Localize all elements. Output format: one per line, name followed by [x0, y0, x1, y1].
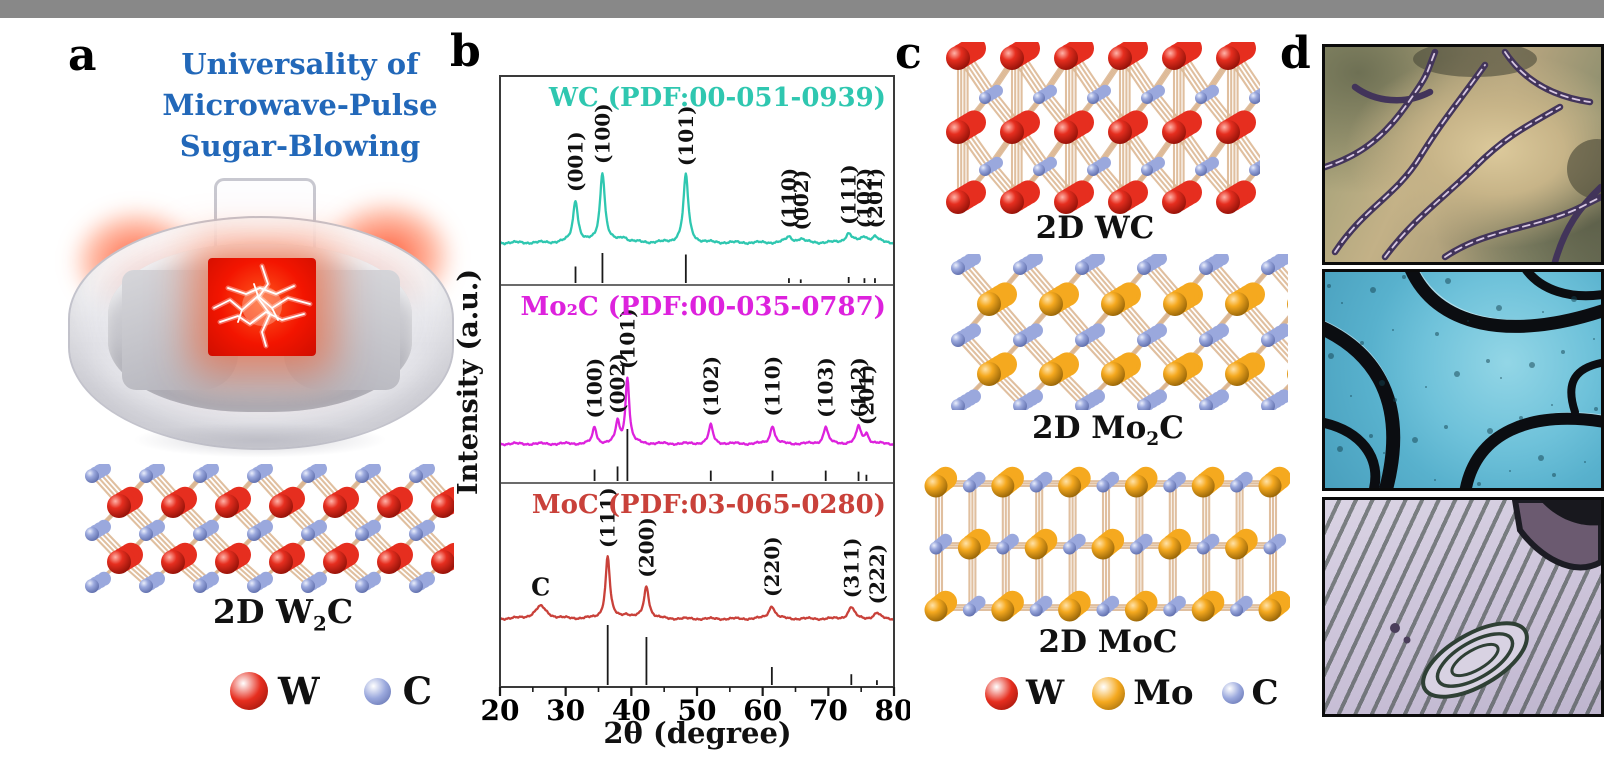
svg-text:(220): (220)	[760, 536, 784, 597]
legend-label-w: W	[278, 669, 320, 713]
wc-caption-pre: 2D WC	[1035, 210, 1155, 246]
svg-text:(002): (002)	[606, 353, 630, 414]
optical-micrograph-bottom	[1322, 497, 1604, 717]
wc-caption: 2D WC	[945, 210, 1245, 250]
moc-caption-pre: 2D MoC	[1038, 624, 1178, 660]
svg-text:(110): (110)	[761, 356, 785, 417]
svg-text:30: 30	[546, 694, 585, 727]
panel-a-label: a	[68, 30, 97, 81]
panel-a-legend: W C	[230, 664, 432, 718]
panel-d-label: d	[1280, 28, 1311, 79]
w2c-caption-post: C	[326, 592, 354, 631]
svg-text:40: 40	[612, 694, 651, 727]
svg-text:(102): (102)	[852, 168, 876, 229]
xrd-chart: (001) (100) (101)(110)(002) (111)(102)(201)…	[481, 75, 910, 727]
title-line-1: Universality of	[181, 47, 419, 81]
svg-text:(201): (201)	[863, 168, 887, 229]
panel-a-title: Universality of Microwave-Pulse Sugar-Bl…	[148, 44, 452, 168]
atom-sphere-c-icon	[363, 677, 391, 705]
legend-item-c: C	[363, 669, 433, 713]
legend-item-w: W	[230, 669, 320, 713]
mo2c-caption-pre: 2D Mo	[1032, 410, 1147, 446]
w2c-caption: 2D W2C	[128, 592, 438, 636]
legend-item-c: C	[1221, 673, 1279, 713]
legend-item-mo: Mo	[1092, 673, 1194, 713]
optical-micrograph-top	[1322, 44, 1604, 265]
mo2c-caption-post: C	[1159, 410, 1184, 446]
micrograph-bubble-overlay	[1325, 272, 1601, 488]
wc-crystal-structure	[946, 42, 1260, 214]
svg-text:(110): (110)	[777, 168, 801, 229]
svg-text:(311): (311)	[839, 538, 863, 599]
svg-text:C: C	[531, 573, 550, 602]
plasma-arcs-icon	[211, 263, 313, 349]
micrograph-striation-overlay	[1390, 500, 1601, 699]
legend-label-mo: Mo	[1133, 673, 1194, 713]
svg-text:(100): (100)	[590, 103, 614, 164]
title-line-3: Sugar-Blowing	[179, 129, 421, 164]
atom-sphere-w-icon	[985, 676, 1018, 710]
svg-text:(222): (222)	[865, 544, 889, 605]
atom-sphere-mo-icon	[1092, 676, 1126, 710]
svg-text:(002): (002)	[789, 170, 813, 231]
mo2c-caption: 2D Mo2C	[958, 410, 1258, 450]
w2c-caption-pre: 2D W	[212, 592, 314, 631]
svg-text:(200): (200)	[634, 517, 658, 578]
mo2c-caption-sub: 2	[1146, 429, 1160, 451]
svg-text:MoC (PDF:03-065-0280): MoC (PDF:03-065-0280)	[532, 490, 886, 520]
panel-b-label: b	[450, 26, 481, 77]
figure: a Universality of Microwave-Pulse Sugar-…	[0, 18, 1604, 766]
legend-item-w: W	[985, 673, 1064, 713]
svg-text:(201): (201)	[854, 364, 878, 425]
svg-text:(111): (111)	[837, 164, 861, 225]
svg-text:(111): (111)	[596, 487, 620, 548]
atom-sphere-w-icon	[230, 672, 268, 710]
legend-label-c: C	[402, 669, 433, 713]
svg-text:(101): (101)	[615, 308, 639, 369]
mo2c-crystal-structure	[951, 254, 1288, 410]
optical-micrograph-middle	[1322, 269, 1604, 491]
legend-label-c: C	[1251, 673, 1279, 713]
svg-text:80: 80	[875, 694, 910, 727]
atom-sphere-c-icon	[1221, 682, 1244, 704]
xrd-x-axis-label: 2θ (degree)	[603, 716, 792, 750]
svg-text:50: 50	[678, 694, 717, 727]
svg-text:(100): (100)	[583, 358, 607, 419]
xrd-y-axis-label: Intensity (a.u.)	[453, 268, 484, 496]
micrograph-wrinkles-overlay	[1325, 47, 1601, 262]
microwave-crucible-illustration	[54, 178, 472, 466]
w2c-caption-sub: 2	[313, 611, 327, 636]
panel-c-legend: W Mo C	[985, 668, 1279, 718]
svg-text:(001): (001)	[564, 131, 588, 192]
svg-text:60: 60	[743, 694, 782, 727]
title-line-2: Microwave-Pulse	[162, 88, 438, 123]
red-hot-sample	[208, 258, 316, 356]
svg-text:(112): (112)	[847, 357, 871, 418]
base-shadow	[102, 418, 418, 462]
svg-text:WC (PDF:00-051-0939): WC (PDF:00-051-0939)	[548, 83, 886, 113]
svg-text:(103): (103)	[814, 357, 838, 418]
panel-c-label: c	[895, 28, 922, 79]
svg-text:20: 20	[481, 694, 520, 727]
svg-text:Mo₂C (PDF:00-035-0787): Mo₂C (PDF:00-035-0787)	[521, 292, 887, 322]
w2c-crystal-structure	[85, 464, 454, 593]
legend-label-w: W	[1026, 673, 1065, 713]
moc-crystal-structure	[924, 466, 1290, 622]
moc-caption: 2D MoC	[958, 624, 1258, 664]
svg-text:70: 70	[809, 694, 848, 727]
svg-text:(101): (101)	[674, 105, 698, 166]
svg-text:(102): (102)	[699, 356, 723, 417]
